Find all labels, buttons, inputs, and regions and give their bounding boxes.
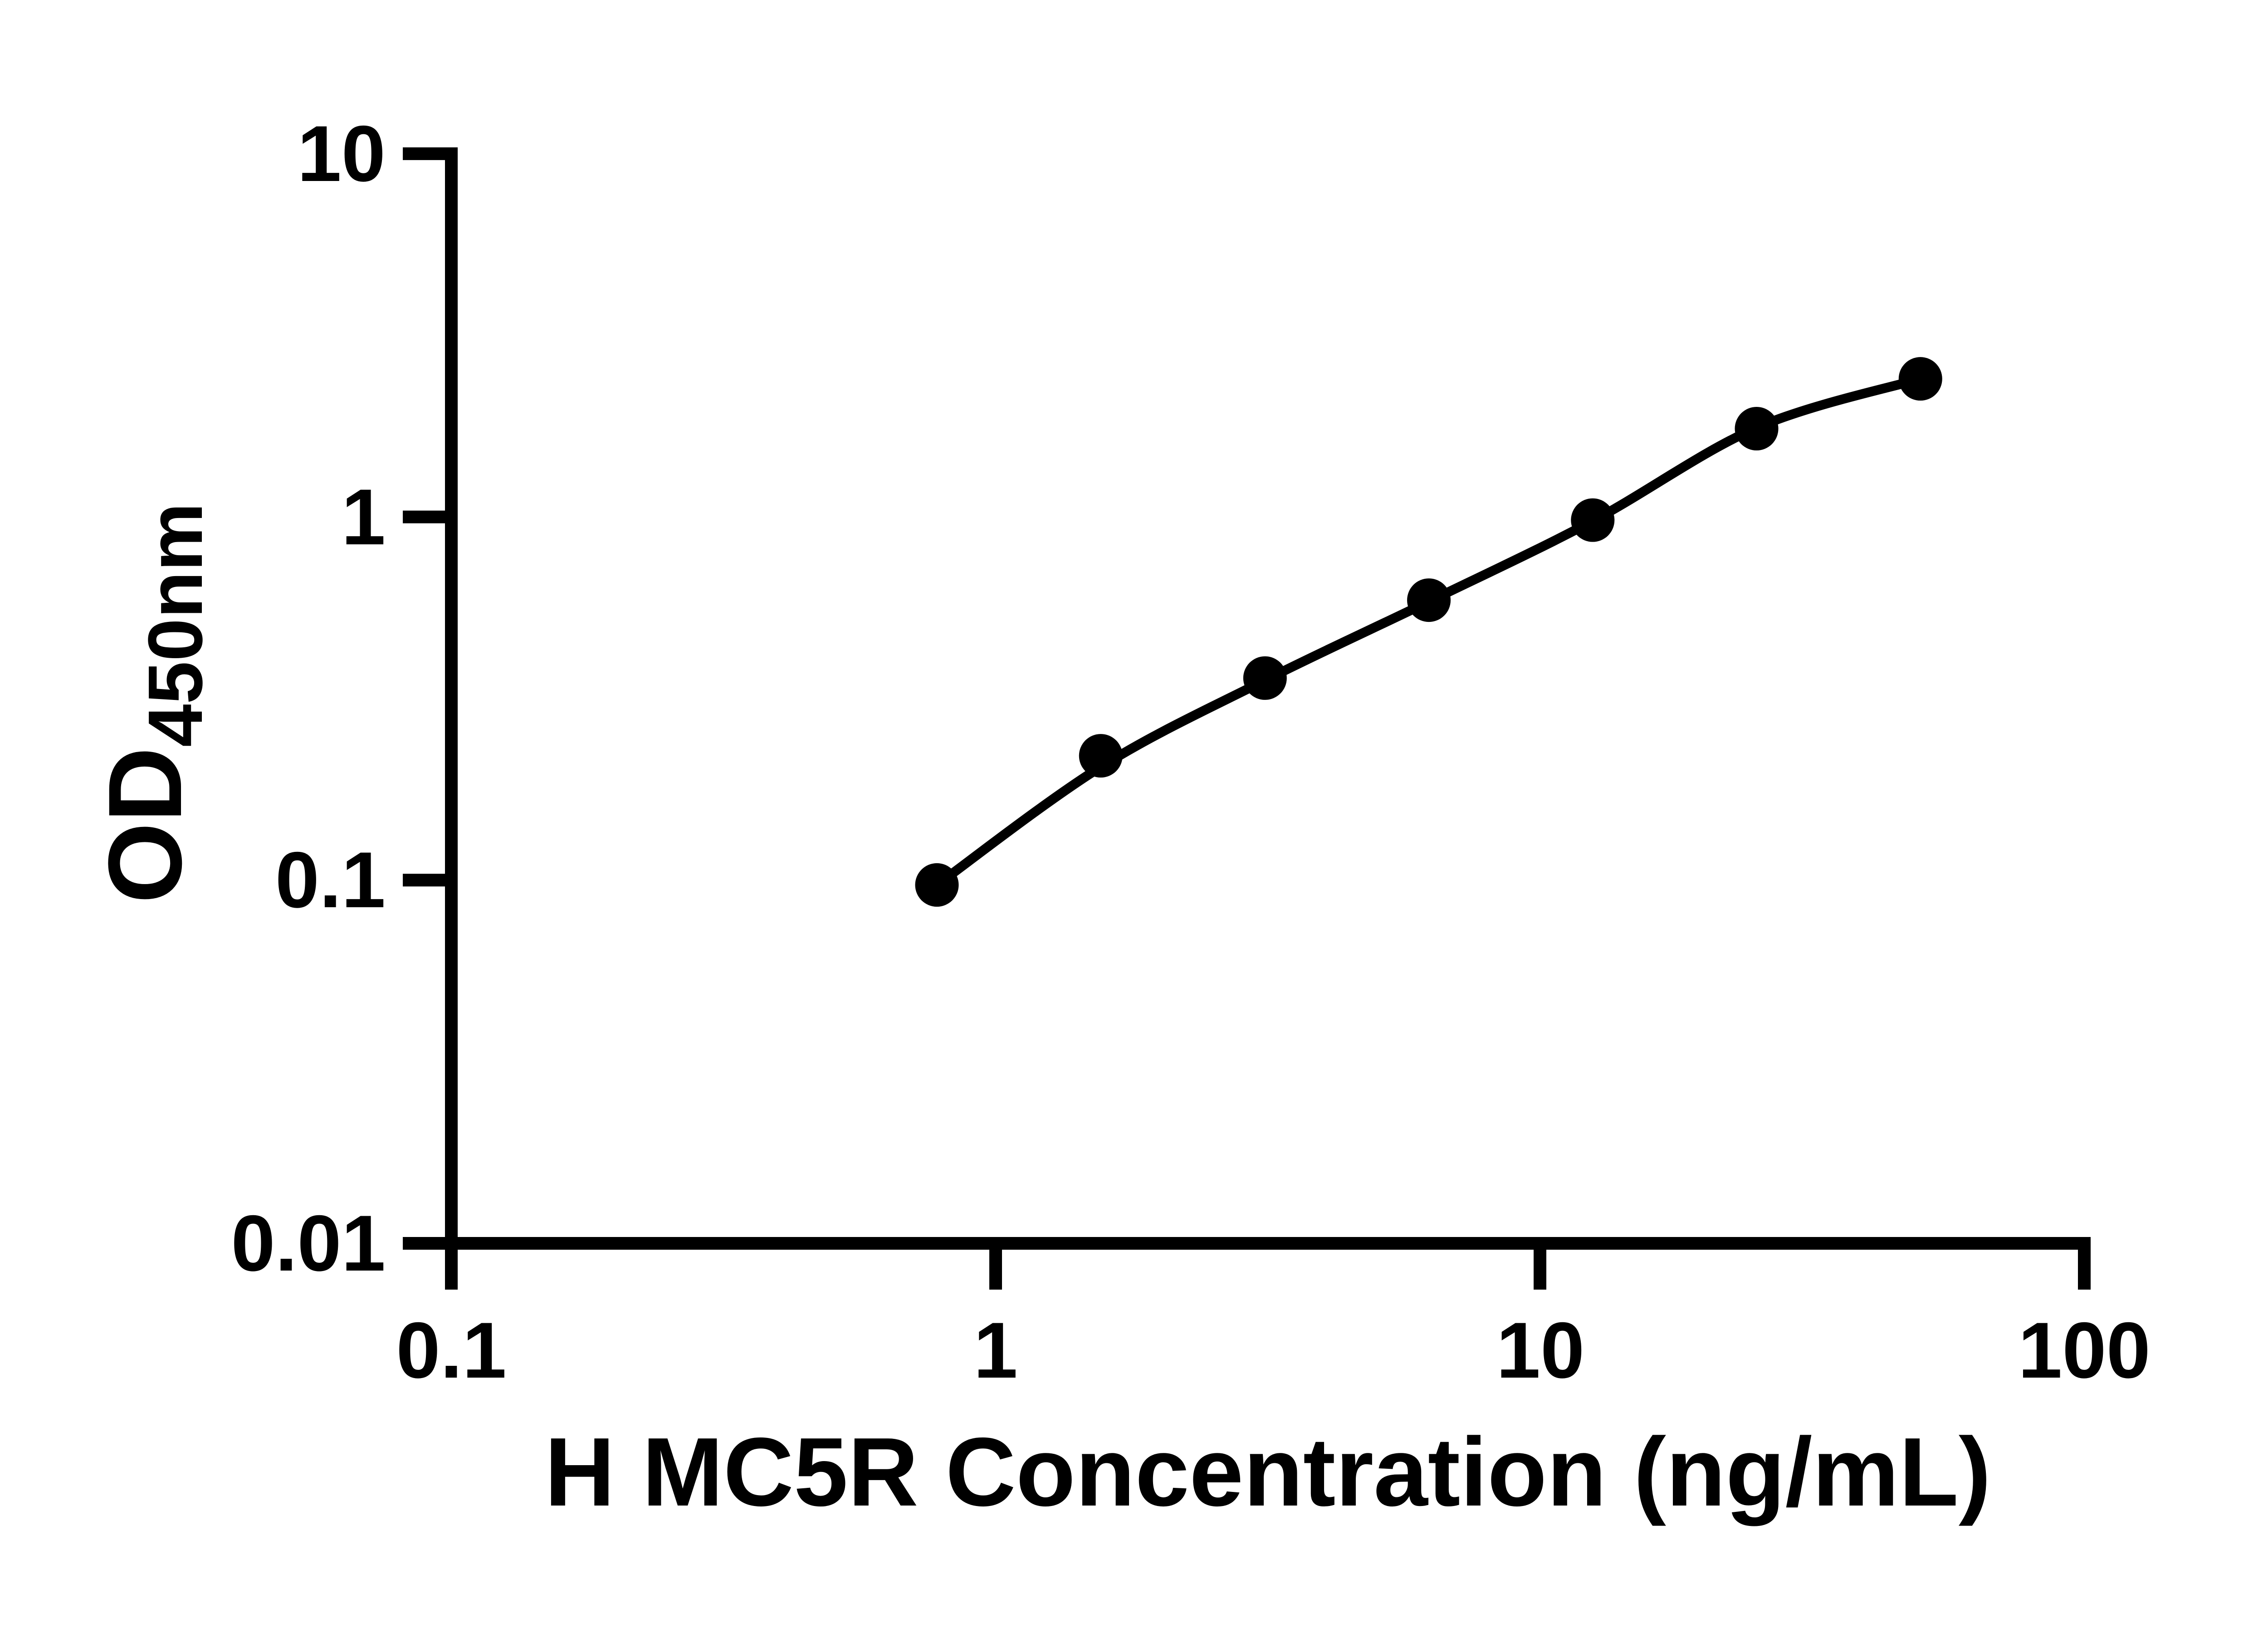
y-tick-label-0.01: 0.01 bbox=[231, 1199, 386, 1288]
data-point-marker bbox=[1735, 406, 1779, 450]
data-point-marker bbox=[1243, 656, 1287, 700]
x-tick-label-10: 10 bbox=[1496, 1306, 1585, 1395]
data-point-marker bbox=[915, 863, 959, 907]
x-axis-title: H MC5R Concentration (ng/mL) bbox=[544, 1417, 1991, 1526]
y-tick-label-10: 10 bbox=[297, 110, 386, 198]
y-axis-title: OD450nm bbox=[86, 454, 219, 953]
x-tick-label-0.1: 0.1 bbox=[396, 1306, 507, 1395]
y-axis-title-main: OD bbox=[87, 747, 203, 904]
x-tick-label-100: 100 bbox=[2018, 1306, 2151, 1395]
data-point-marker bbox=[1407, 578, 1451, 622]
data-point-marker bbox=[1898, 357, 1942, 401]
y-tick-label-1: 1 bbox=[341, 473, 386, 562]
y-axis-title-subscript: 450nm bbox=[132, 503, 219, 747]
data-point-marker bbox=[1571, 498, 1615, 542]
data-point-marker bbox=[1079, 734, 1123, 778]
x-tick-label-1: 1 bbox=[973, 1306, 1018, 1395]
y-tick-label-0.1: 0.1 bbox=[275, 836, 386, 924]
fit-curve-line bbox=[932, 374, 1926, 890]
